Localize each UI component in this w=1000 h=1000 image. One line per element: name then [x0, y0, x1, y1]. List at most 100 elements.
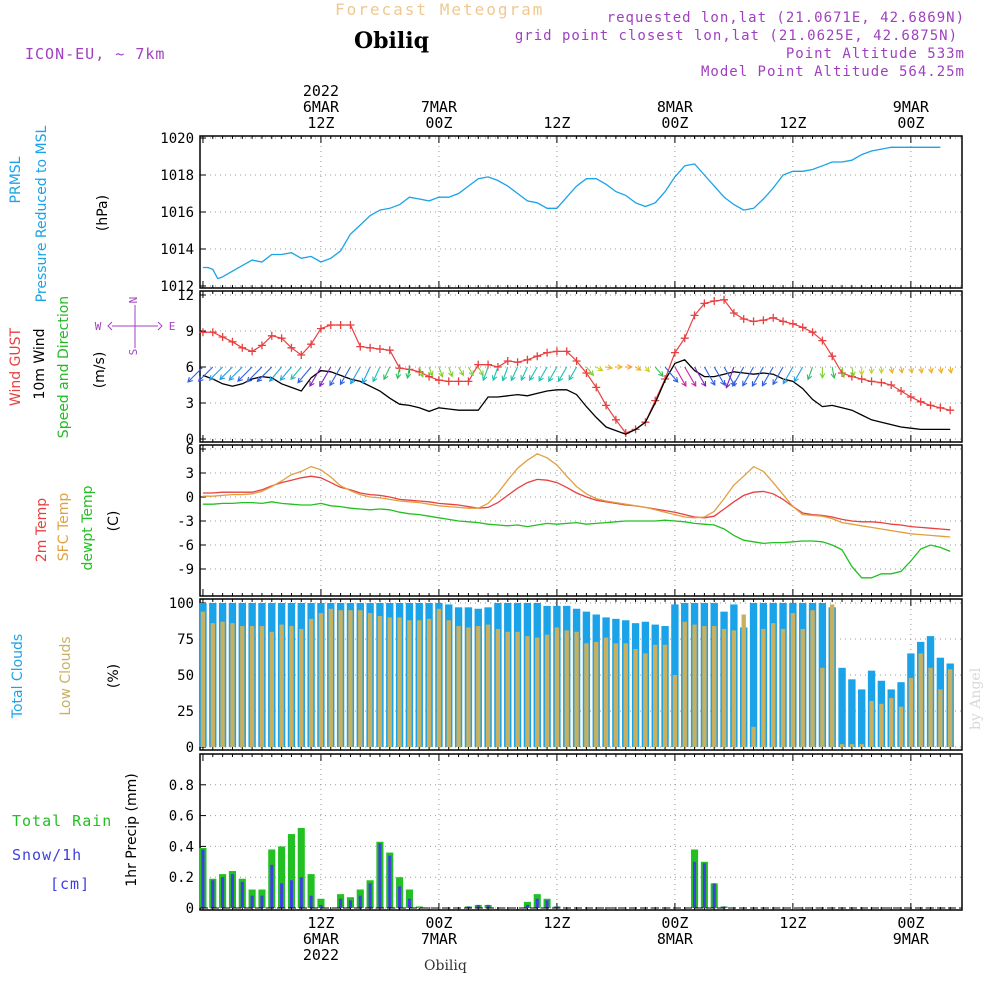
wind-direction-arrow: [309, 366, 322, 388]
low-cloud-bar: [308, 618, 314, 747]
ytick-label-precip: 0: [186, 901, 194, 917]
product-title: Forecast Meteogram: [335, 0, 545, 19]
ytick-label-pressure: 1016: [160, 205, 194, 221]
low-cloud-bar: [279, 624, 284, 747]
wind-direction-arrow: [713, 366, 726, 387]
wind-direction-arrow: [329, 366, 342, 387]
low-cloud-bar: [426, 618, 432, 747]
low-cloud-bar: [417, 620, 422, 747]
wind-direction-arrow: [548, 366, 558, 383]
snow-unit-label: [cm]: [50, 875, 90, 893]
wind-direction-arrow: [290, 366, 302, 381]
low-cloud-bar: [879, 703, 884, 747]
snow-bar: [270, 864, 274, 908]
gust-point: [602, 401, 611, 410]
wind-direction-arrow: [319, 366, 332, 388]
low-cloud-bar: [633, 649, 638, 747]
total-cloud-bar: [838, 667, 846, 747]
ytick-label-precip: 0.2: [169, 870, 194, 886]
gust-point: [788, 319, 797, 328]
low-cloud-bar: [800, 628, 805, 747]
total-cloud-bar: [858, 689, 866, 747]
snow-bar: [545, 900, 549, 908]
bottom-time-label: 2022: [303, 946, 339, 964]
gust-point: [464, 377, 473, 386]
bottom-time-label: 7MAR: [421, 930, 458, 948]
wind-direction-arrow: [197, 366, 214, 382]
gust-point: [906, 393, 915, 401]
low-cloud-bar: [220, 621, 225, 747]
snow-bar: [712, 883, 716, 908]
gust-point: [680, 334, 689, 343]
temperature-unit: (C): [106, 511, 122, 532]
gust-point: [346, 321, 355, 329]
gust-point: [739, 315, 748, 323]
snow-bar: [289, 880, 293, 908]
gust-point: [710, 297, 719, 305]
wind-direction-arrow: [350, 366, 361, 385]
watermark: by Angel: [968, 667, 984, 730]
low-cloud-bar: [721, 628, 727, 747]
t2m-label: 2m Temp: [34, 498, 50, 562]
wind-direction-arrow: [849, 366, 856, 378]
wind-direction-arrow: [428, 366, 434, 377]
gust-point: [592, 383, 601, 392]
ytick-label-wind: 6: [186, 360, 194, 376]
wind-direction-arrow: [674, 366, 687, 388]
wind-unit: (m/s): [92, 352, 108, 389]
wind-direction-arrow: [928, 366, 934, 375]
low-cloud-bar: [682, 621, 687, 747]
gust-point: [690, 311, 699, 320]
wind-direction-arrow: [654, 366, 664, 378]
point-altitude: Point Altitude 533m: [785, 46, 965, 62]
low-cloud-bar: [918, 653, 923, 747]
wind-direction-arrow: [898, 366, 905, 375]
wind-direction-arrow: [751, 366, 764, 388]
wind-direction-arrow: [237, 366, 253, 382]
wind-direction-arrow: [279, 366, 292, 382]
wind-direction-arrow: [246, 366, 263, 383]
low-cloud-bar: [495, 628, 501, 747]
ytick-label-pressure: 1018: [160, 168, 194, 184]
low-cloud-bar: [780, 628, 786, 747]
ytick-label-pressure: 1012: [160, 279, 194, 295]
wind-direction-arrow: [529, 366, 538, 382]
gust-point: [385, 346, 394, 355]
low-cloud-bar: [898, 706, 904, 747]
ytick-label-pressure: 1020: [160, 131, 194, 147]
gust-point: [700, 299, 709, 308]
top-time-label: 12Z: [307, 114, 334, 132]
ytick-label-clouds: 75: [177, 632, 194, 648]
low-cloud-bar: [377, 615, 383, 747]
top-time-label: 9MAR: [893, 98, 930, 116]
wind-direction-arrow: [918, 366, 924, 375]
low-cloud-bar: [367, 613, 373, 747]
ytick-label-wind: 3: [186, 396, 194, 412]
rain-bar: [415, 906, 423, 908]
gust-point: [503, 357, 512, 365]
gust-point: [611, 415, 620, 424]
wind-direction-arrow: [510, 366, 519, 382]
low-cloud-bar: [928, 667, 933, 747]
total-clouds-label: Total Clouds: [10, 634, 26, 719]
gust-point: [366, 343, 375, 352]
gust-point: [877, 378, 886, 387]
gust-point: [543, 348, 552, 357]
low-cloud-bar: [761, 628, 766, 747]
gust-point: [916, 397, 925, 406]
gust-point: [444, 377, 453, 386]
compass-n: N: [127, 297, 140, 304]
compass-arrows: [107, 305, 163, 348]
wind-direction-arrow: [339, 366, 351, 386]
low-cloud-bar: [731, 630, 737, 747]
snow-bar: [280, 883, 284, 908]
low-cloud-bar: [643, 653, 648, 747]
low-cloud-bar: [594, 641, 599, 747]
total-cloud-bar: [848, 679, 856, 747]
wind-direction-arrow: [269, 366, 283, 382]
rain-bar: [287, 834, 295, 908]
snow-bar: [240, 881, 244, 908]
tsfc-label: SFC Temp: [56, 493, 72, 562]
rain-bar: [317, 898, 325, 908]
low-cloud-bar: [446, 620, 451, 747]
